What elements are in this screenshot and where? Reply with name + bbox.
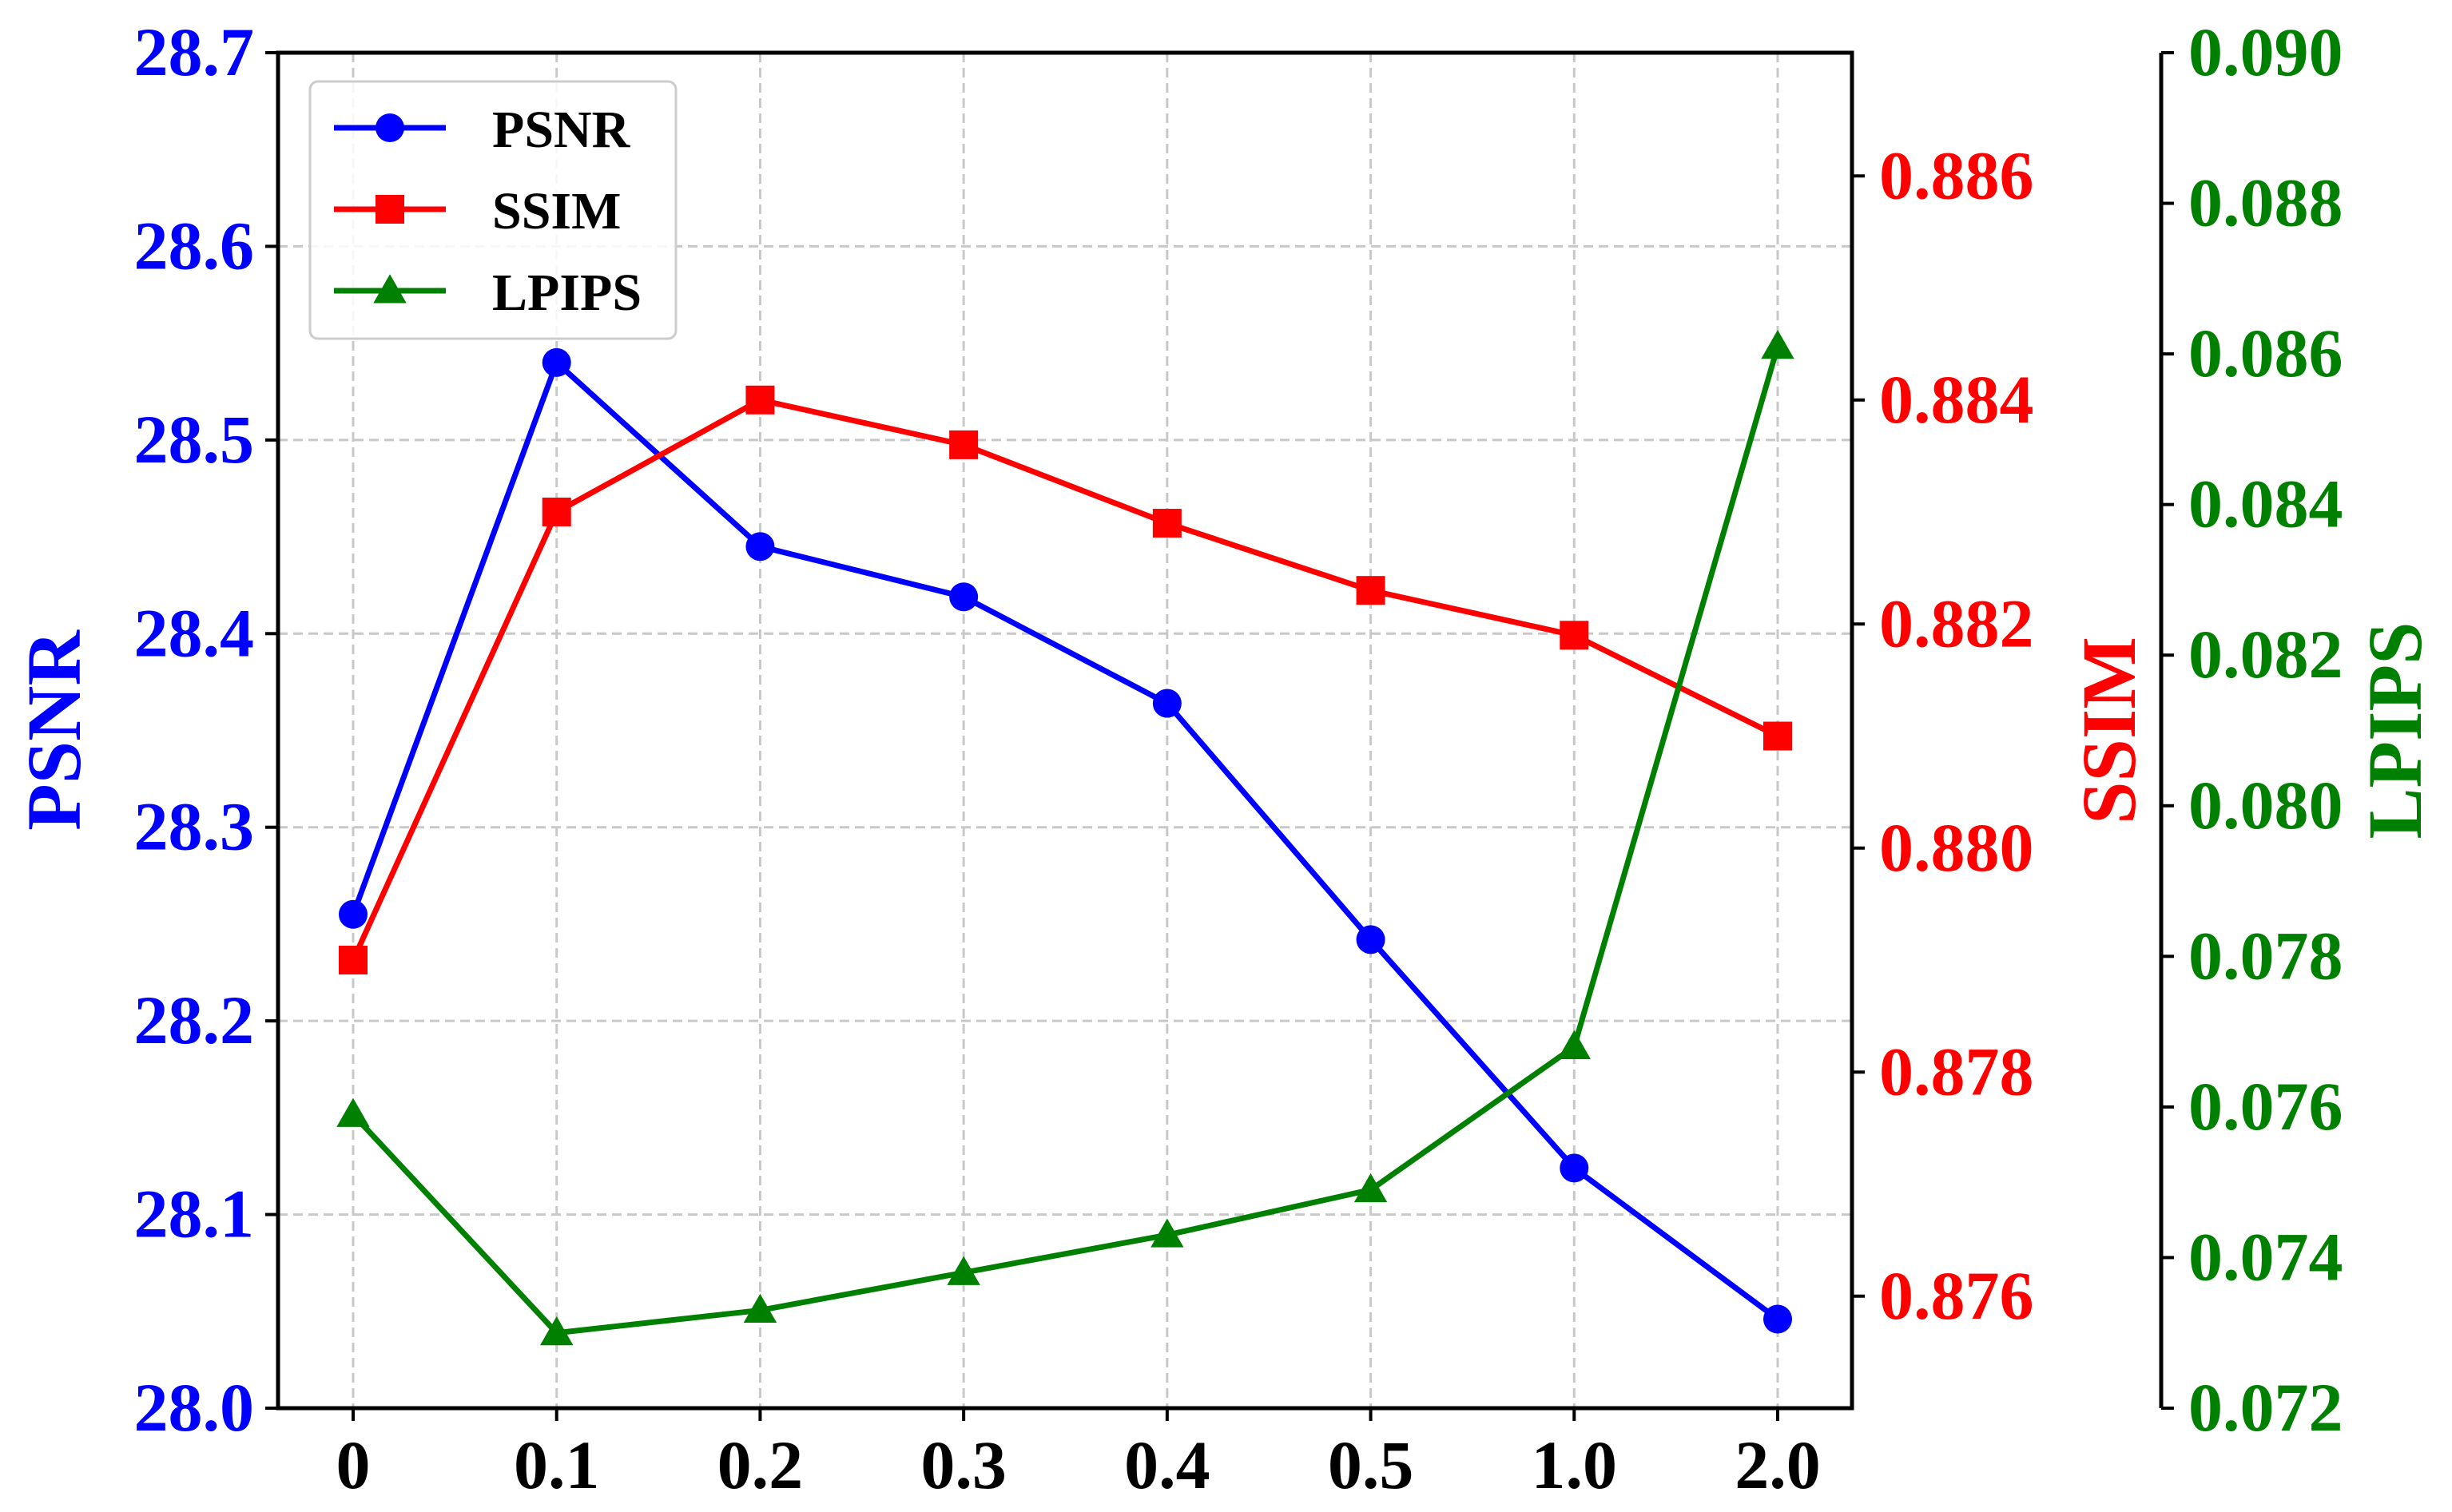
psnr-point — [1560, 1153, 1589, 1183]
legend-label-psnr: PSNR — [492, 101, 631, 159]
legend-marker-psnr — [376, 113, 404, 142]
x-tick-label: 1.0 — [1532, 1427, 1618, 1503]
lpips-point — [336, 1097, 370, 1127]
left-y-tick-label: 28.0 — [134, 1369, 255, 1446]
ssim-point — [542, 498, 571, 527]
x-tick-label: 0 — [336, 1427, 371, 1503]
right1-y-tick-label: 0.878 — [1879, 1033, 2034, 1109]
ssim-point — [1356, 576, 1385, 605]
lpips-point — [540, 1316, 574, 1346]
legend-label-ssim: SSIM — [492, 182, 621, 240]
right1-y-tick-label: 0.886 — [1879, 137, 2034, 213]
legend-label-lpips: LPIPS — [492, 264, 642, 322]
series-layer — [336, 329, 1794, 1346]
ssim-point — [949, 430, 979, 459]
lpips-point — [1557, 1030, 1591, 1059]
ssim-point — [339, 946, 368, 975]
left-y-tick-label: 28.1 — [134, 1176, 255, 1252]
ssim-point — [745, 385, 775, 415]
legend-marker-lpips — [373, 274, 407, 304]
left-y-tick-label: 28.2 — [134, 982, 255, 1058]
right2-y-tick-label: 0.082 — [2188, 616, 2343, 693]
lpips-point — [1150, 1218, 1184, 1248]
right2-y-tick-label: 0.076 — [2188, 1068, 2343, 1145]
right1-y-tick-label: 0.880 — [1879, 809, 2034, 886]
psnr-point — [339, 899, 368, 929]
right2-y-tick-label: 0.074 — [2188, 1218, 2343, 1295]
right2-y-tick-label: 0.088 — [2188, 165, 2343, 241]
psnr-line — [350, 359, 1780, 1322]
right2-y-tick-label: 0.072 — [2188, 1369, 2343, 1446]
x-tick-label: 0.1 — [514, 1427, 600, 1503]
right1-y-tick-label: 0.882 — [1879, 585, 2034, 661]
lpips-point — [947, 1256, 980, 1285]
right2-y-tick-label: 0.090 — [2188, 14, 2343, 90]
ssim-point — [1152, 509, 1182, 538]
legend: PSNR SSIM LPIPS — [308, 80, 678, 340]
right1-y-tick-label: 0.876 — [1879, 1257, 2034, 1334]
right2-y-tick-label: 0.080 — [2188, 767, 2343, 843]
ssim-line — [350, 397, 1779, 962]
psnr-point — [542, 347, 571, 377]
psnr-point — [1356, 925, 1385, 954]
plot-frame — [276, 50, 1854, 1411]
ssim-point — [1560, 621, 1589, 650]
x-tick-label: 0.2 — [717, 1427, 804, 1503]
psnr-point — [949, 582, 979, 612]
legend-marker-ssim — [376, 195, 404, 224]
legend-box — [308, 80, 678, 340]
right1-y-tick-label: 0.884 — [1879, 361, 2034, 438]
left-y-tick-label: 28.7 — [134, 14, 255, 90]
left-y-tick-label: 28.4 — [134, 594, 255, 671]
left-y-tick-label: 28.5 — [134, 401, 255, 478]
axes-layer: 0 0.1 0.2 0.3 0.4 0.5 1.0 2.0 28.0 28.1 28.2 28.3 28… — [11, 14, 2438, 1503]
right2-y-tick-label: 0.084 — [2188, 466, 2343, 542]
left-y-tick-label: 28.3 — [134, 788, 255, 865]
x-tick-label: 0.3 — [920, 1427, 1007, 1503]
psnr-point — [1152, 689, 1182, 718]
x-tick-label: 0.4 — [1124, 1427, 1210, 1503]
left-axis-title: PSNR — [11, 629, 97, 830]
right2-y-tick-label: 0.078 — [2188, 917, 2343, 994]
lpips-line — [351, 345, 1781, 1336]
ssim-point — [1763, 721, 1792, 751]
psnr-point — [745, 532, 775, 562]
x-tick-label: 0.5 — [1328, 1427, 1414, 1503]
right2-y-tick-label: 0.086 — [2188, 315, 2343, 391]
psnr-point — [1763, 1304, 1792, 1334]
right2-axis-title: LPIPS — [2352, 621, 2438, 839]
lpips-point — [1761, 329, 1794, 359]
lpips-point — [1353, 1173, 1388, 1203]
lpips-point — [743, 1293, 777, 1323]
right1-axis-title: SSIM — [2066, 637, 2152, 824]
x-tick-label: 2.0 — [1735, 1427, 1821, 1503]
left-y-tick-label: 28.6 — [134, 207, 255, 284]
